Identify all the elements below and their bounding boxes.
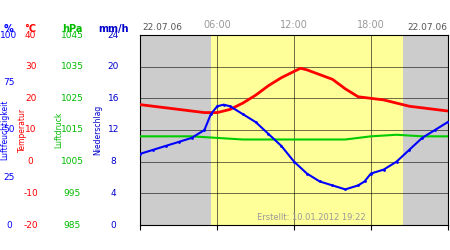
Text: Luftfeuchtigkeit: Luftfeuchtigkeit <box>0 100 9 160</box>
Text: 50: 50 <box>3 126 15 134</box>
Text: 20: 20 <box>108 62 119 71</box>
Text: 1005: 1005 <box>60 157 84 166</box>
Text: °C: °C <box>25 24 36 34</box>
Text: 8: 8 <box>111 157 116 166</box>
Text: -10: -10 <box>23 189 38 198</box>
Text: 16: 16 <box>108 94 119 103</box>
Text: 1045: 1045 <box>61 30 83 40</box>
Text: 24: 24 <box>108 30 119 40</box>
Text: 0: 0 <box>28 157 33 166</box>
Text: 20: 20 <box>25 94 36 103</box>
Text: 1025: 1025 <box>61 94 83 103</box>
Text: mm/h: mm/h <box>98 24 129 34</box>
Text: 100: 100 <box>0 30 18 40</box>
Bar <box>211 35 403 225</box>
Text: Luftdruck: Luftdruck <box>54 112 63 148</box>
Text: 30: 30 <box>25 62 36 71</box>
Text: 10: 10 <box>25 126 36 134</box>
Text: %: % <box>4 24 14 34</box>
Text: 995: 995 <box>63 189 81 198</box>
Text: 1035: 1035 <box>60 62 84 71</box>
Text: hPa: hPa <box>62 24 82 34</box>
Text: Erstellt: 10.01.2012 19:22: Erstellt: 10.01.2012 19:22 <box>257 214 366 222</box>
Text: 0: 0 <box>6 220 12 230</box>
Text: 22.07.06: 22.07.06 <box>408 24 448 32</box>
Text: 1015: 1015 <box>60 126 84 134</box>
Text: 985: 985 <box>63 220 81 230</box>
Text: 40: 40 <box>25 30 36 40</box>
Text: 12: 12 <box>108 126 119 134</box>
Text: 25: 25 <box>3 173 15 182</box>
Text: 22.07.06: 22.07.06 <box>143 24 183 32</box>
Text: Niederschlag: Niederschlag <box>94 105 103 155</box>
Text: Temperatur: Temperatur <box>18 108 27 152</box>
Text: 75: 75 <box>3 78 15 87</box>
Text: 0: 0 <box>111 220 116 230</box>
Text: 4: 4 <box>111 189 116 198</box>
Text: -20: -20 <box>23 220 38 230</box>
